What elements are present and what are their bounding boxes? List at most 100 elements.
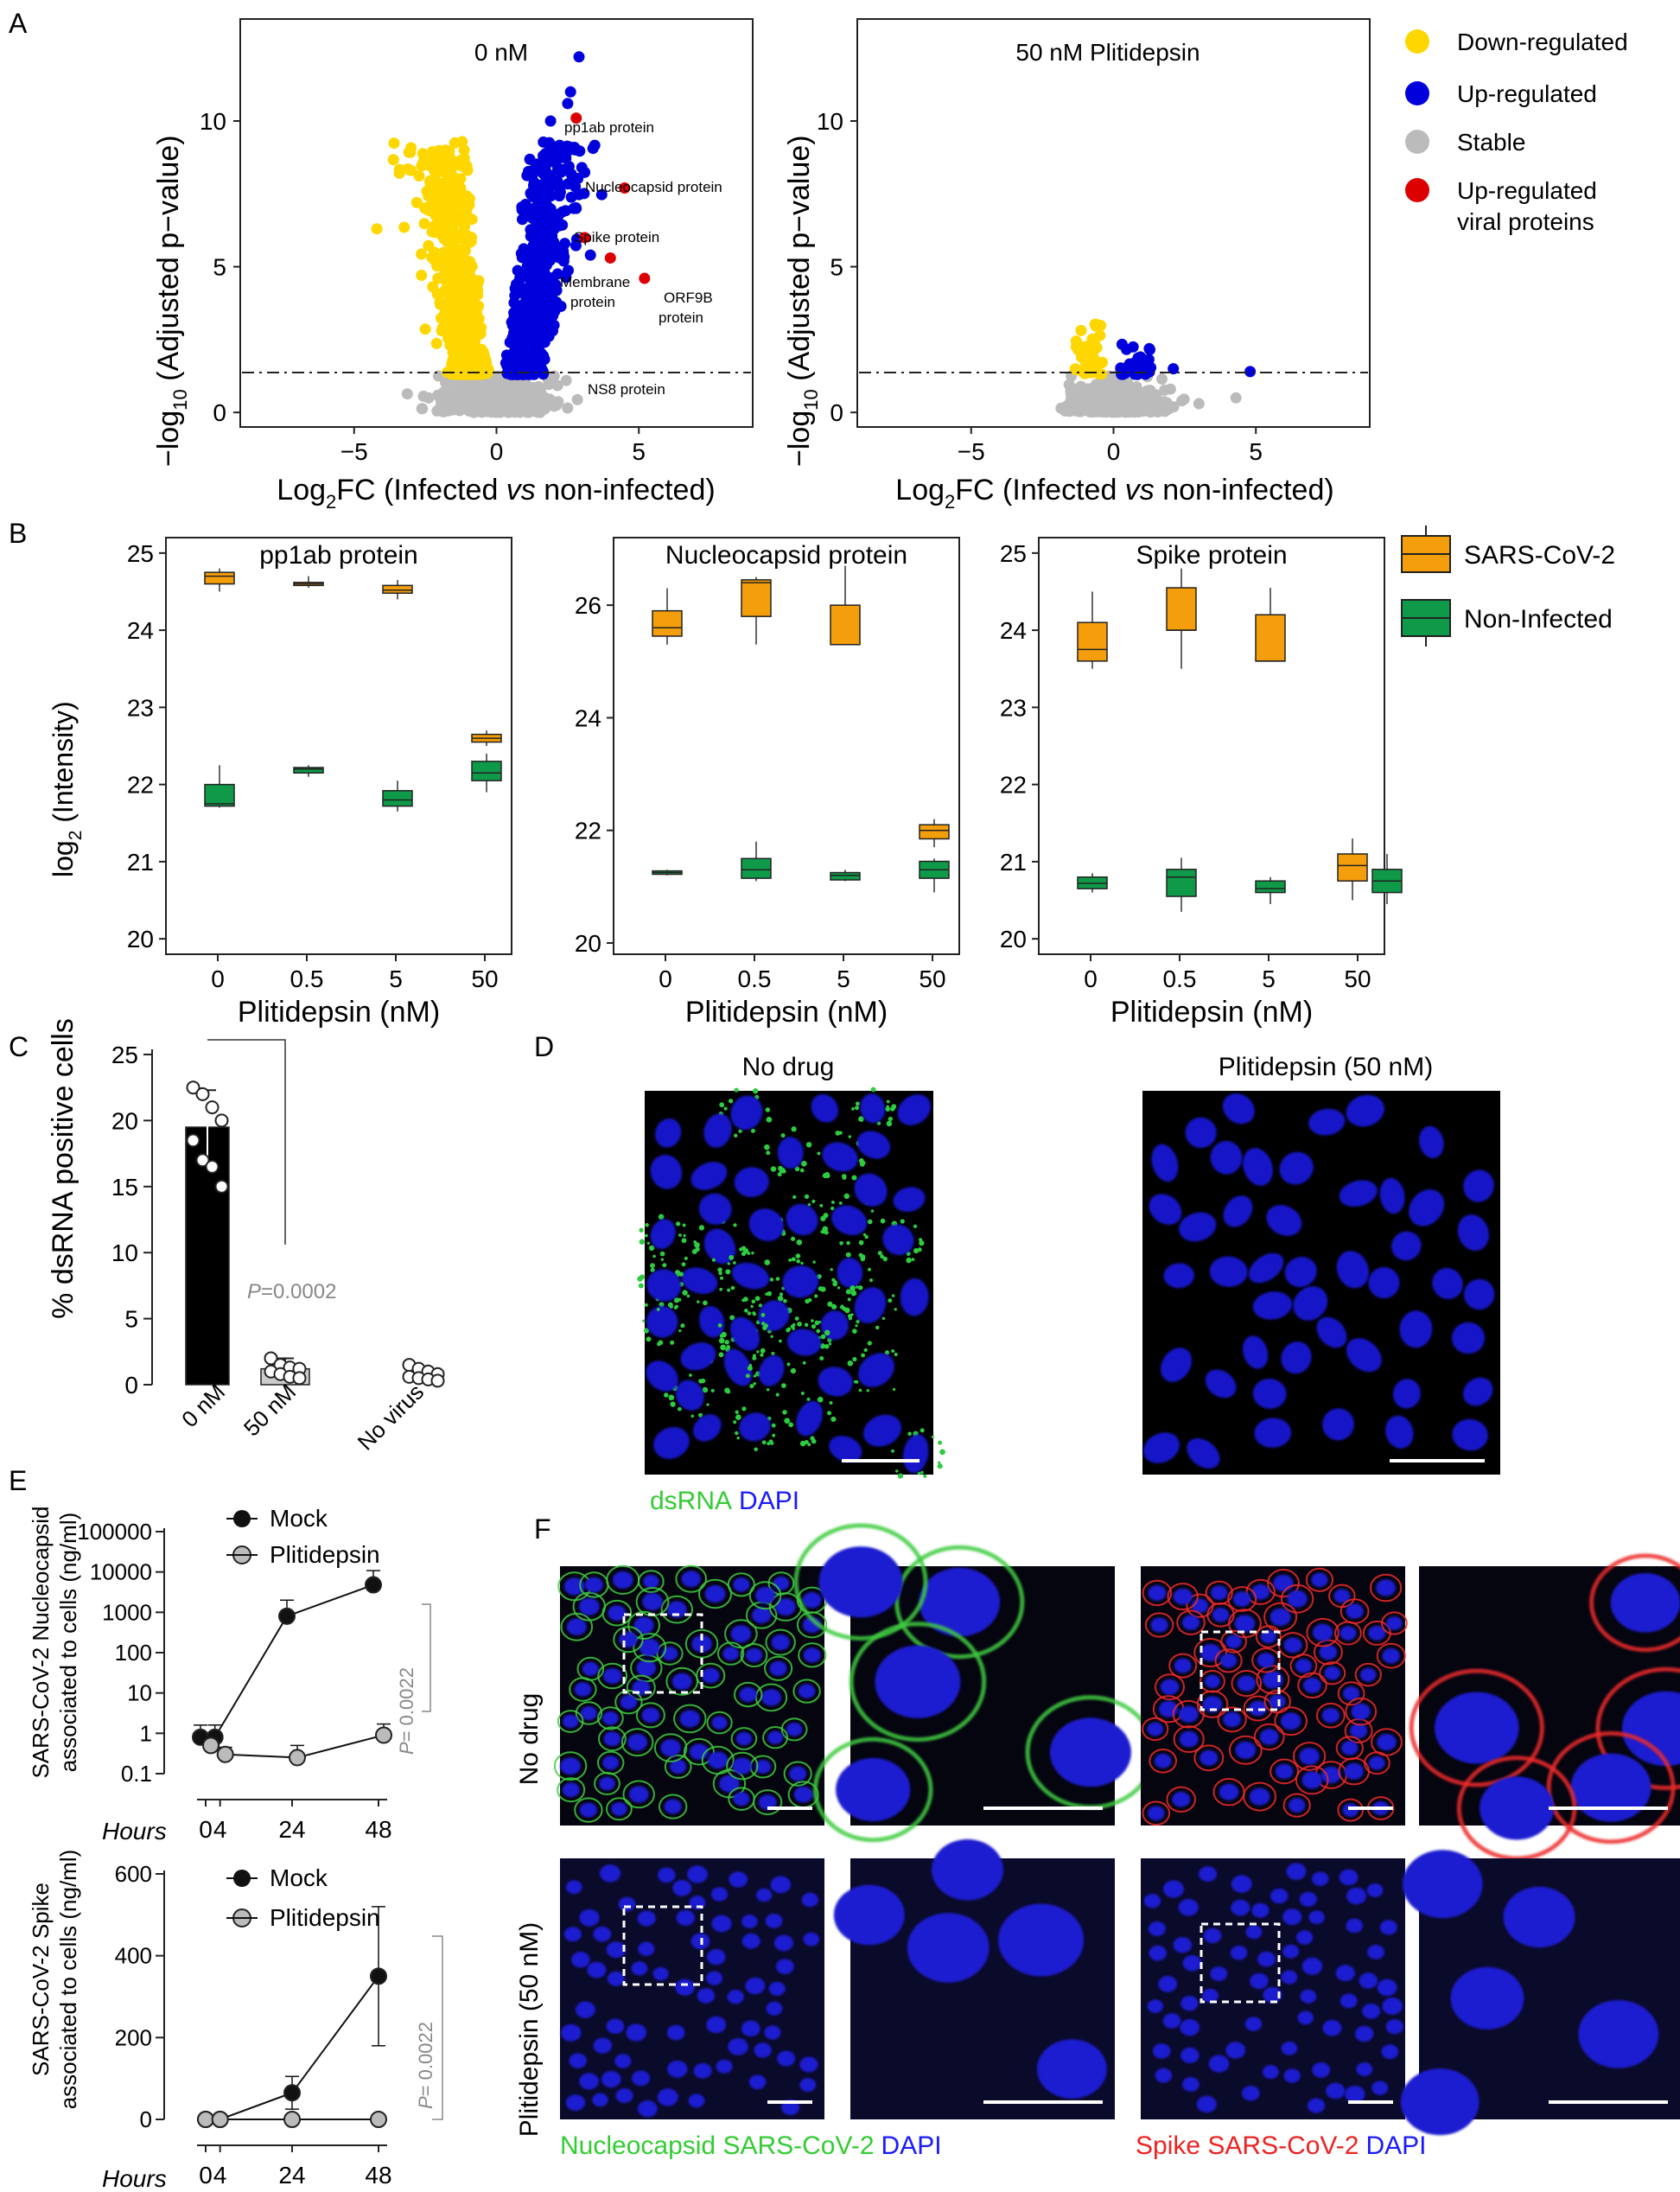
e-bot-bracket — [432, 1935, 443, 2120]
dsrna-dot — [917, 1471, 921, 1475]
micro-f-nucleus — [638, 1941, 655, 1956]
dsrna-dot — [723, 1106, 728, 1111]
micro-f-nucleus — [1230, 1946, 1248, 1960]
micro-f-nucleus — [1381, 2044, 1399, 2060]
micro-f-nucleus — [1143, 1894, 1161, 1908]
micro-f-nucleus — [1301, 1957, 1323, 1975]
micro-f-nucleus — [1354, 2025, 1374, 2042]
micro-f-nucleus — [789, 1766, 807, 1781]
dsrna-signal — [663, 1373, 715, 1418]
micro-f-nucleus — [1257, 1653, 1276, 1668]
dsrna-dot — [643, 1328, 650, 1334]
volcano-point — [468, 360, 480, 372]
micro-f-membrane — [1173, 1725, 1205, 1753]
box-body — [293, 767, 324, 774]
micro-f-nucleus — [1158, 1976, 1178, 1992]
dsrna-dot — [881, 1316, 886, 1321]
micro-f-nucleus — [1333, 1589, 1351, 1603]
micro-f-nucleus — [632, 2070, 651, 2087]
dsrna-dot — [728, 1099, 734, 1104]
dsrna-dot — [824, 1329, 830, 1336]
legend-up-label: Up-regulated — [1457, 80, 1597, 107]
f-row-label-2: Plitidepsin (50 nM) — [515, 1922, 544, 2137]
dsrna-dot — [760, 1353, 764, 1357]
volcano-point — [1143, 366, 1155, 378]
dsrna-dot — [805, 1142, 812, 1148]
micro-f-membrane — [597, 1706, 624, 1730]
micro-f-membrane — [653, 1733, 688, 1762]
micro-f-nucleus — [620, 1694, 638, 1710]
micro-d-title-1: No drug — [742, 1053, 835, 1081]
nucleus — [860, 1093, 886, 1124]
box-xtick-label: 0.5 — [290, 965, 324, 992]
micro-f-nucleus — [1621, 1691, 1680, 1767]
dsrna-dot — [800, 1160, 807, 1167]
dsrna-dot — [858, 1116, 864, 1122]
micro-f-nucleus — [1321, 1708, 1340, 1724]
micro-f-membrane — [1214, 1648, 1243, 1673]
dsrna-dot — [644, 1303, 648, 1307]
dsrna-signal — [782, 1392, 837, 1447]
dsrna-dot — [851, 1175, 857, 1181]
volcano-point — [1164, 383, 1176, 395]
dsrna-dot — [727, 1288, 731, 1292]
micro-f-nucleus — [579, 1597, 600, 1615]
micro-f-nucleus — [1212, 1607, 1230, 1622]
dsrna-dot — [819, 1343, 825, 1349]
micro-f-nucleus — [1283, 2068, 1301, 2083]
nucleus — [748, 1208, 784, 1242]
dsrna-dot — [829, 1401, 833, 1405]
micro-f-nucleus — [1366, 1883, 1384, 1897]
micro-f-nucleus — [775, 1959, 794, 1974]
dsrna-dot — [850, 1290, 857, 1297]
micro-f-membrane — [728, 1787, 755, 1811]
box-ytick-label: 21 — [127, 849, 154, 876]
volcano-point — [405, 142, 417, 154]
micro-f-nucleus — [1223, 1711, 1242, 1728]
dsrna-dot — [768, 1439, 773, 1444]
e-top-xtick-label: 24 — [278, 1816, 305, 1843]
dsrna-signal — [811, 1301, 858, 1349]
bar-cat-1: 50 nM — [239, 1379, 301, 1441]
nucleus — [1185, 1117, 1217, 1149]
dsrna-dot — [796, 1258, 801, 1264]
dsrna-dot — [867, 1341, 872, 1346]
micro-f-nucleus — [631, 1961, 648, 1976]
box-body — [1077, 621, 1108, 662]
legend-down-label: Down-regulated — [1457, 29, 1628, 55]
panel-letter-d: D — [534, 1031, 554, 1062]
dsrna-dot — [894, 1353, 898, 1356]
nucleus — [1149, 1194, 1182, 1225]
micro-f-nucleus — [1037, 2039, 1107, 2099]
micro-f-nucleus — [907, 1913, 990, 1983]
micro-f-nucleus — [599, 1776, 615, 1791]
dsrna-dot — [770, 1166, 777, 1172]
volcano-point — [553, 220, 565, 232]
micro-f-membrane — [1220, 1629, 1247, 1654]
micro-f-nucleus — [1311, 1572, 1328, 1588]
volcano-point — [562, 98, 574, 110]
volcano-point — [1145, 406, 1157, 418]
volcano-ytick-label: 0 — [213, 399, 226, 426]
micro-f-nucleus — [799, 2056, 818, 2073]
micro-f-nucleus — [1322, 2019, 1342, 2036]
micro-f-nucleus — [1280, 1712, 1301, 1730]
micro-f-nucleus — [1382, 1997, 1403, 2015]
dsrna-dot — [820, 1334, 826, 1340]
micro-f-nucleus — [1172, 1791, 1191, 1807]
volcano-point — [544, 237, 556, 249]
nucleus — [653, 1426, 690, 1459]
volcano-point — [448, 354, 460, 366]
volcano-point — [544, 115, 557, 127]
volcano-point — [1107, 400, 1119, 412]
micro-f-nucleus — [1148, 1921, 1166, 1936]
micro-f-membrane — [665, 1666, 699, 1696]
micro-f-nucleus — [1346, 1887, 1366, 1905]
micro-f-membrane — [1337, 1798, 1364, 1822]
volcano-point — [456, 357, 468, 369]
box-xtick-label: 0.5 — [1163, 965, 1197, 992]
dsrna-signal — [733, 1406, 776, 1452]
volcano-point — [538, 368, 550, 380]
dsrna-dot — [923, 1474, 927, 1478]
panel-letter-e: E — [9, 1465, 27, 1496]
